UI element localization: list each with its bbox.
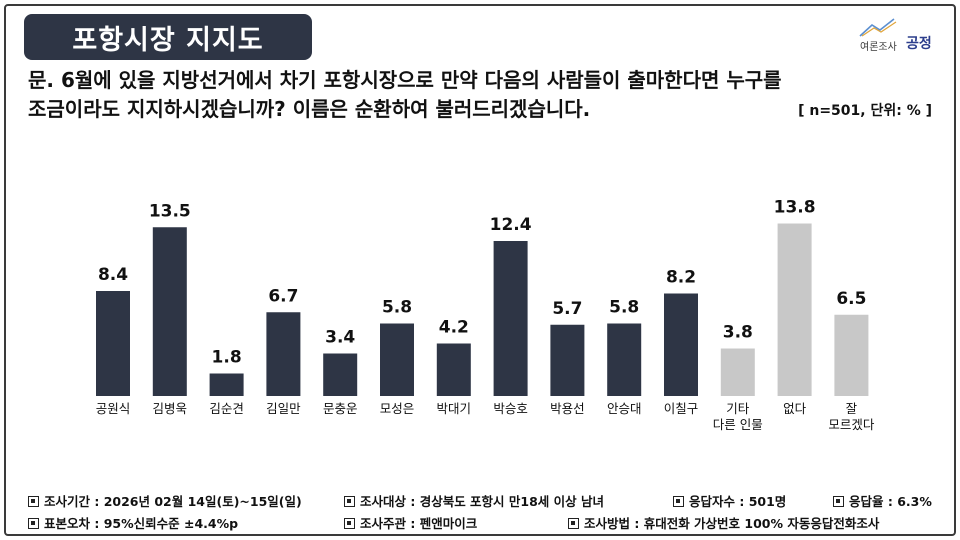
bar-value-label: 12.4 (490, 215, 532, 235)
bar (323, 353, 358, 396)
category-label: 모성은 (380, 401, 415, 416)
footer-organizer: 조사주관 : 펜앤마이크 (344, 513, 477, 532)
category-label: 박대기 (437, 401, 472, 416)
bar-value-label: 8.4 (98, 265, 128, 285)
bar (834, 314, 869, 396)
bar-value-label: 4.2 (439, 318, 469, 338)
footer-method: 조사방법 : 휴대전화 가상번호 100% 자동응답전화조사 (568, 513, 879, 532)
bar (266, 312, 301, 396)
square-bullet-icon (344, 518, 355, 529)
square-bullet-icon (28, 496, 39, 507)
pollster-logo: 여론조사 공정 (846, 16, 936, 56)
bar (493, 241, 528, 396)
square-bullet-icon (568, 518, 579, 529)
bar-value-label: 3.4 (325, 328, 355, 348)
question-line-1: 문. 6월에 있을 지방선거에서 차기 포항시장으로 만약 다음의 사람들이 출… (28, 68, 782, 92)
bar-value-label: 5.8 (382, 298, 412, 318)
bar (152, 227, 187, 396)
square-bullet-icon (673, 496, 684, 507)
category-label: 다른 인물 (713, 417, 763, 432)
bar-value-label: 8.2 (666, 268, 696, 288)
logo-text-small: 여론조사 (860, 42, 897, 53)
category-label: 안승대 (607, 401, 642, 416)
category-label: 박용선 (550, 401, 585, 416)
category-label: 이칠구 (664, 401, 699, 416)
category-label: 기타 (726, 401, 750, 416)
bar-value-label: 3.8 (723, 323, 753, 343)
bar (777, 223, 812, 396)
bar (209, 373, 244, 396)
question-line-2: 조금이라도 지지하시겠습니까? 이름은 순환하여 불러드리겠습니다. (28, 97, 591, 121)
logo-chart-icon (859, 18, 897, 37)
bar (720, 348, 755, 396)
bar-value-label: 13.5 (149, 201, 191, 221)
bar-value-label: 1.8 (212, 348, 242, 368)
footer-respondents: 응답자수 : 501명 (673, 491, 786, 510)
bar (607, 323, 642, 396)
bar-value-label: 13.8 (774, 198, 816, 218)
bar (664, 293, 698, 396)
footer-period: 조사기간 : 2026년 02월 14일(토)~15일(일) (28, 491, 302, 510)
footer-response-rate: 응답율 : 6.3% (833, 491, 932, 510)
bar-value-label: 6.5 (836, 289, 866, 309)
chart-title: 포항시장 지지도 (24, 14, 312, 60)
square-bullet-icon (833, 496, 844, 507)
footer-error: 표본오차 : 95%신뢰수준 ±4.4%p (28, 513, 238, 532)
bar (96, 291, 130, 396)
category-label: 문충운 (323, 401, 358, 416)
square-bullet-icon (28, 518, 39, 529)
bar (380, 323, 414, 396)
logo-text-big: 공정 (906, 36, 932, 52)
slide-frame (4, 4, 956, 536)
sample-unit-note: [ n=501, 단위: % ] (798, 103, 932, 119)
bar-value-label: 5.8 (609, 298, 639, 318)
bar-value-label: 6.7 (268, 286, 298, 306)
category-label: 없다 (783, 401, 807, 416)
bar-value-label: 5.7 (552, 299, 582, 319)
category-label: 김순견 (209, 401, 244, 416)
footer-target: 조사대상 : 경상북도 포항시 만18세 이상 남녀 (344, 491, 604, 510)
category-label: 박승호 (493, 401, 528, 416)
category-label: 잘 (846, 401, 858, 416)
bar (550, 324, 585, 396)
square-bullet-icon (344, 496, 355, 507)
category-label: 공원식 (96, 401, 131, 416)
survey-question: 문. 6월에 있을 지방선거에서 차기 포항시장으로 만약 다음의 사람들이 출… (28, 66, 948, 124)
category-label: 김일만 (266, 401, 301, 416)
category-label: 모르겠다 (828, 417, 875, 432)
category-label: 김병욱 (153, 401, 188, 416)
bar (436, 343, 471, 396)
